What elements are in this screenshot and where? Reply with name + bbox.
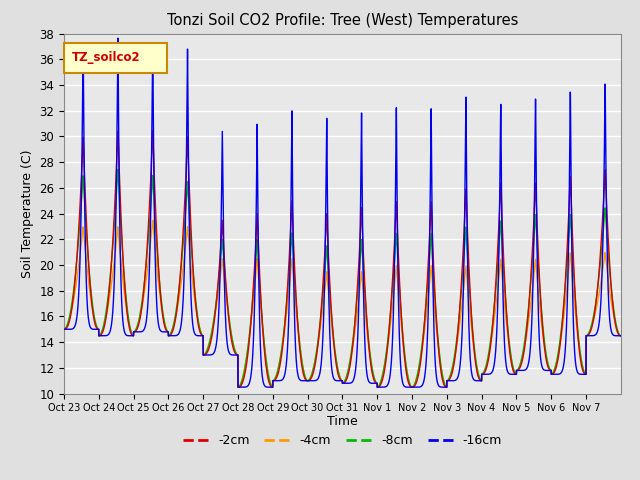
-16cm xyxy=(393,193,401,199)
-8cm xyxy=(114,167,122,172)
-8cm xyxy=(176,281,184,287)
-2cm xyxy=(537,303,545,309)
-8cm xyxy=(537,301,545,307)
Legend: -2cm, -4cm, -8cm, -16cm: -2cm, -4cm, -8cm, -16cm xyxy=(178,429,507,452)
-16cm xyxy=(176,329,184,335)
-8cm xyxy=(60,326,68,332)
Line: -16cm: -16cm xyxy=(64,38,621,387)
-4cm xyxy=(234,384,242,390)
-16cm xyxy=(114,36,122,41)
-8cm xyxy=(523,323,531,328)
-8cm xyxy=(617,333,625,338)
-4cm xyxy=(523,331,531,337)
-2cm xyxy=(176,281,184,287)
-2cm xyxy=(149,128,157,133)
-2cm xyxy=(495,212,503,218)
-4cm xyxy=(495,271,503,276)
-8cm xyxy=(393,244,401,250)
-16cm xyxy=(537,359,545,364)
-16cm xyxy=(495,221,503,227)
-2cm xyxy=(364,324,371,329)
-4cm xyxy=(149,217,157,223)
-2cm xyxy=(523,328,531,334)
-2cm xyxy=(234,384,242,390)
Line: -4cm: -4cm xyxy=(64,220,621,387)
-4cm xyxy=(364,331,371,336)
-4cm xyxy=(617,333,625,338)
-2cm xyxy=(617,333,625,338)
-16cm xyxy=(234,384,242,390)
Text: TZ_soilco2: TZ_soilco2 xyxy=(72,51,141,64)
-16cm xyxy=(617,333,625,338)
-8cm xyxy=(364,322,371,328)
Line: -8cm: -8cm xyxy=(64,169,621,387)
-2cm xyxy=(393,219,401,225)
X-axis label: Time: Time xyxy=(327,415,358,428)
-4cm xyxy=(60,326,68,332)
-2cm xyxy=(60,326,68,332)
FancyBboxPatch shape xyxy=(64,43,167,73)
-8cm xyxy=(234,384,242,390)
-4cm xyxy=(176,291,184,297)
-16cm xyxy=(364,373,371,379)
Title: Tonzi Soil CO2 Profile: Tree (West) Temperatures: Tonzi Soil CO2 Profile: Tree (West) Temp… xyxy=(166,13,518,28)
-4cm xyxy=(393,273,401,278)
-4cm xyxy=(537,316,545,322)
Y-axis label: Soil Temperature (C): Soil Temperature (C) xyxy=(20,149,34,278)
-16cm xyxy=(523,366,531,372)
-8cm xyxy=(495,239,503,245)
-16cm xyxy=(60,326,68,332)
Line: -2cm: -2cm xyxy=(64,131,621,387)
